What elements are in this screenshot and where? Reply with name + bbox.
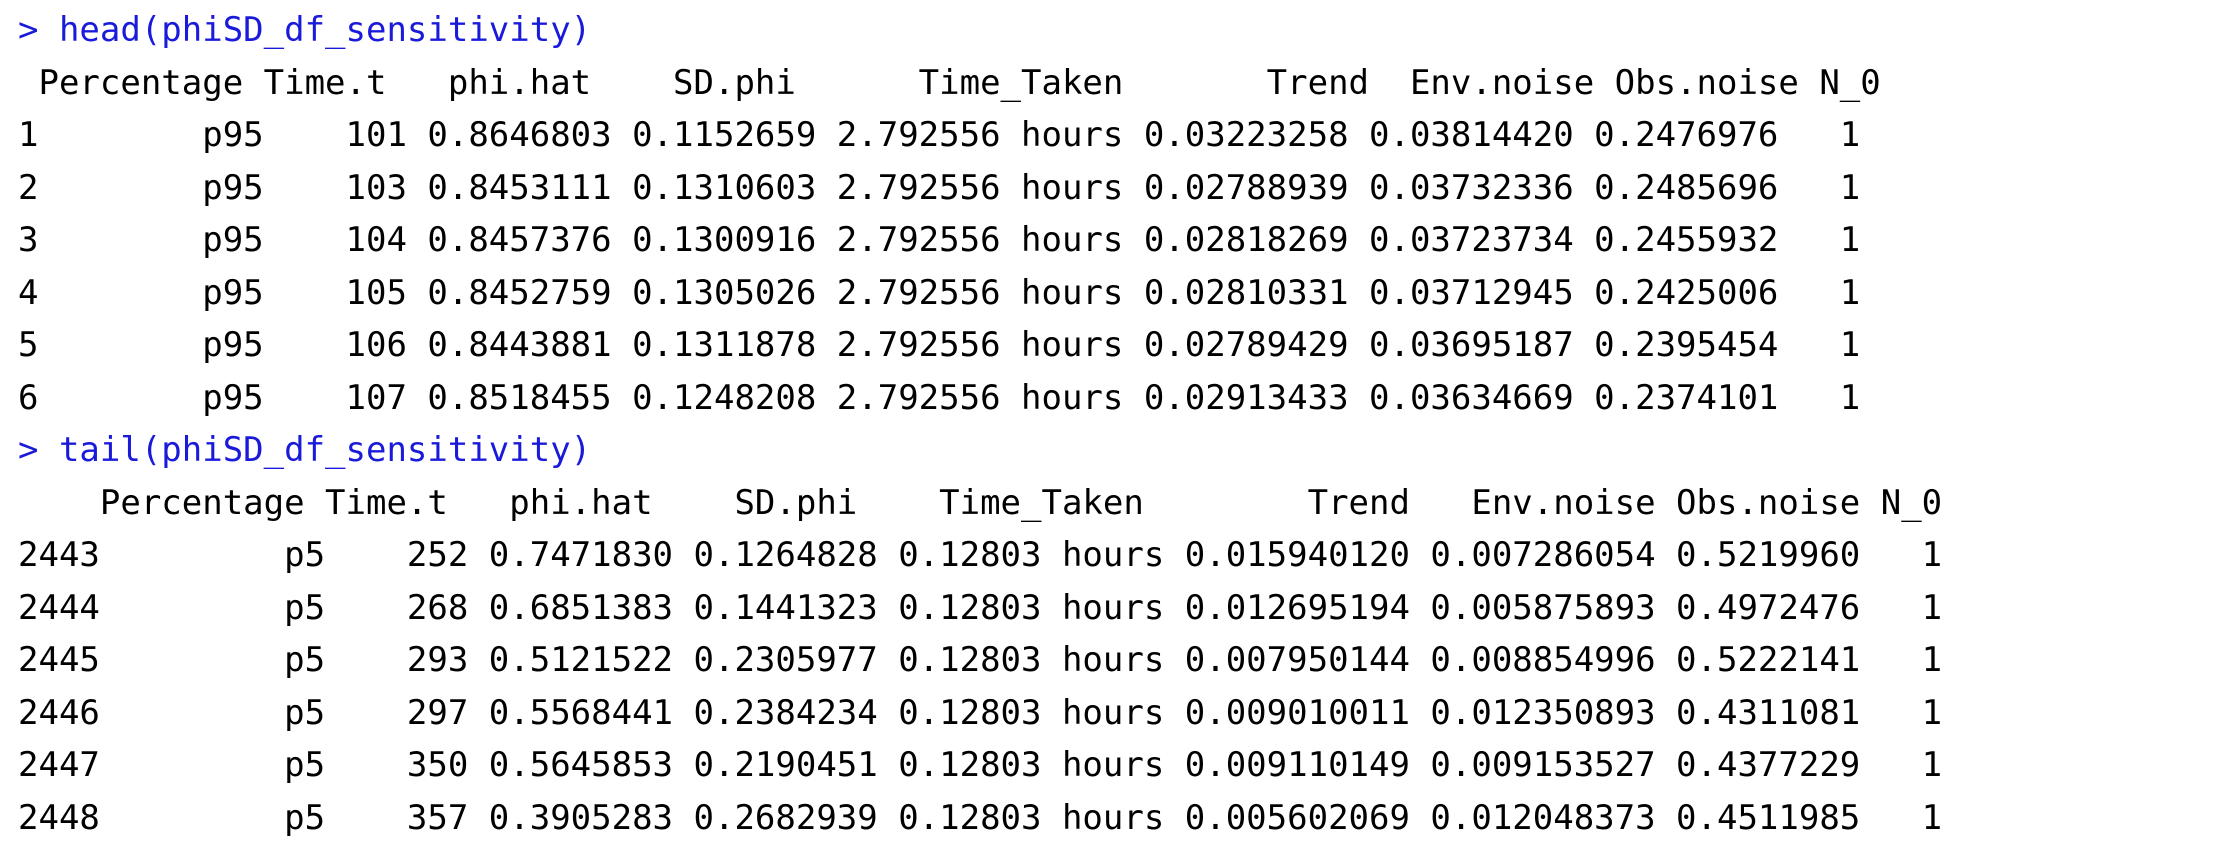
head-command-line: > head(phiSD_df_sensitivity) — [18, 4, 2240, 57]
head-table-header: Percentage Time.t phi.hat SD.phi Time_Ta… — [18, 57, 2240, 110]
head-table-row: 3 p95 104 0.8457376 0.1300916 2.792556 h… — [18, 214, 2240, 267]
tail-table-row: 2448 p5 357 0.3905283 0.2682939 0.12803 … — [18, 792, 2240, 844]
tail-table-row: 2443 p5 252 0.7471830 0.1264828 0.12803 … — [18, 529, 2240, 582]
head-table-row: 2 p95 103 0.8453111 0.1310603 2.792556 h… — [18, 162, 2240, 215]
tail-table-row: 2444 p5 268 0.6851383 0.1441323 0.12803 … — [18, 582, 2240, 635]
tail-command-line: > tail(phiSD_df_sensitivity) — [18, 424, 2240, 477]
head-table-row: 1 p95 101 0.8646803 0.1152659 2.792556 h… — [18, 109, 2240, 162]
head-table-row: 4 p95 105 0.8452759 0.1305026 2.792556 h… — [18, 267, 2240, 320]
tail-table-row: 2445 p5 293 0.5121522 0.2305977 0.12803 … — [18, 634, 2240, 687]
tail-table-row: 2446 p5 297 0.5568441 0.2384234 0.12803 … — [18, 687, 2240, 740]
tail-table-row: 2447 p5 350 0.5645853 0.2190451 0.12803 … — [18, 739, 2240, 792]
tail-table-header: Percentage Time.t phi.hat SD.phi Time_Ta… — [18, 477, 2240, 530]
head-table-row: 5 p95 106 0.8443881 0.1311878 2.792556 h… — [18, 319, 2240, 372]
head-table-row: 6 p95 107 0.8518455 0.1248208 2.792556 h… — [18, 372, 2240, 425]
